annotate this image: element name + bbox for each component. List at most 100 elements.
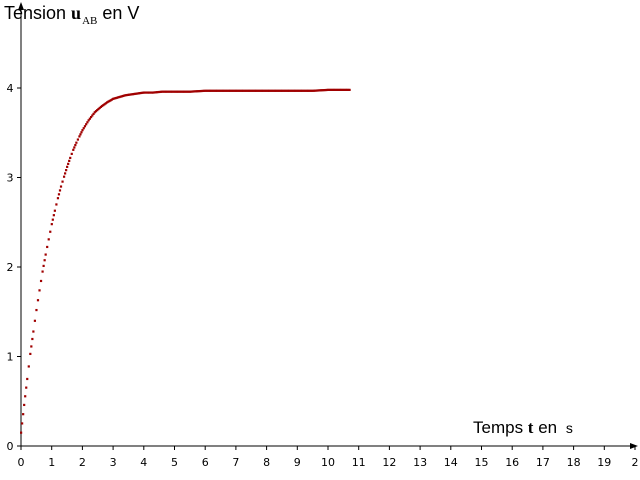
data-point — [284, 89, 287, 92]
data-point — [72, 148, 75, 151]
data-point — [87, 119, 90, 122]
data-point — [163, 90, 166, 93]
data-point — [262, 89, 265, 92]
data-point — [276, 89, 279, 92]
data-point — [139, 92, 142, 95]
data-point — [338, 88, 342, 91]
data-point — [187, 90, 190, 93]
x-tick-label: 17 — [536, 456, 550, 469]
data-point — [337, 88, 340, 91]
data-point — [53, 209, 56, 212]
data-point — [144, 91, 147, 94]
data-point — [76, 138, 79, 141]
data-point — [293, 89, 297, 92]
data-point — [42, 264, 45, 268]
data-point — [148, 91, 151, 94]
data-point — [212, 89, 215, 92]
data-point — [25, 386, 28, 389]
data-point — [124, 94, 127, 97]
data-point — [94, 110, 98, 113]
data-point — [325, 88, 329, 92]
data-point — [177, 90, 180, 93]
x-tick-label: 0 — [18, 456, 25, 469]
data-point — [146, 91, 149, 94]
data-point — [81, 129, 84, 132]
data-point — [126, 93, 130, 96]
data-point — [75, 141, 78, 144]
data-point — [166, 90, 169, 93]
data-point — [265, 89, 268, 92]
data-point — [334, 88, 337, 91]
data-point — [93, 111, 96, 114]
data-point — [99, 105, 103, 108]
data-point — [291, 89, 294, 92]
data-point — [247, 89, 251, 92]
data-point — [225, 89, 228, 92]
data-point — [44, 253, 47, 256]
data-point — [214, 89, 218, 92]
data-point — [241, 89, 245, 92]
data-point — [318, 89, 321, 92]
data-point — [322, 89, 325, 92]
x-tick-label: 14 — [444, 456, 458, 469]
data-point — [226, 89, 229, 92]
x-tick-labels: 0 1 2 3 4 5 6 7 8 9 10 11 12 13 14 15 16 17 18 19 2 — [18, 456, 639, 469]
data-point — [30, 345, 33, 348]
data-point — [257, 89, 260, 92]
x-axis-label-mid: en — [533, 418, 562, 437]
data-point — [90, 116, 93, 119]
data-point — [39, 279, 43, 283]
data-point — [137, 92, 141, 95]
data-point — [347, 88, 350, 91]
data-point — [327, 88, 330, 91]
data-point — [52, 214, 55, 217]
data-point — [110, 98, 114, 101]
data-point — [286, 89, 290, 92]
data-point — [61, 180, 64, 183]
x-axis-label-unit: s — [565, 420, 573, 436]
data-point — [155, 91, 159, 94]
data-point — [308, 89, 311, 92]
data-point — [178, 90, 181, 93]
data-point — [236, 89, 239, 92]
y-axis-label-variable: u — [71, 3, 82, 23]
data-point — [125, 93, 128, 97]
data-point — [24, 395, 27, 398]
data-point — [80, 131, 83, 134]
data-point — [299, 89, 303, 92]
x-tick-label: 4 — [140, 456, 147, 469]
data-point — [342, 88, 345, 91]
data-point — [317, 89, 320, 92]
data-point — [131, 93, 134, 96]
data-point — [227, 89, 231, 92]
data-point — [73, 146, 76, 149]
data-point — [47, 238, 50, 241]
data-point — [185, 90, 188, 93]
data-point — [129, 93, 132, 96]
data-point — [103, 103, 106, 106]
data-point — [158, 90, 161, 94]
data-point — [336, 88, 339, 91]
data-point — [329, 88, 332, 91]
data-point — [50, 223, 53, 226]
data-point — [217, 89, 220, 92]
data-point — [188, 90, 192, 93]
data-point — [331, 88, 334, 91]
data-point — [280, 89, 284, 92]
data-point — [259, 89, 262, 92]
data-point — [232, 89, 235, 92]
data-point — [55, 203, 58, 206]
data-point — [119, 95, 122, 98]
y-tick-label: 0 — [7, 440, 14, 453]
data-point — [245, 89, 248, 92]
data-point — [201, 89, 205, 93]
data-point — [154, 91, 157, 94]
x-tick-label: 16 — [505, 456, 519, 469]
x-tick-label: 18 — [567, 456, 581, 469]
data-point — [240, 89, 243, 92]
data-point — [120, 95, 123, 98]
data-point — [244, 89, 247, 92]
data-point — [303, 89, 306, 92]
y-axis-label-prefix: Tension — [4, 3, 72, 23]
data-point — [310, 89, 313, 92]
